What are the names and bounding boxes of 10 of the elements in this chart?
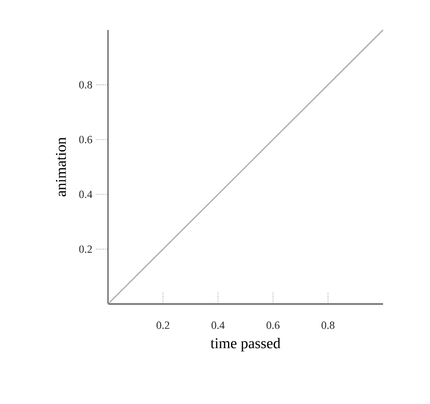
- y-tick-label: 0.2: [79, 245, 92, 253]
- x-axis-title: time passed: [210, 338, 280, 352]
- y-tick-label: 0.4: [79, 190, 92, 198]
- x-tick-label: 0.4: [212, 322, 225, 329]
- y-tick-label: 0.6: [79, 136, 92, 144]
- x-tick-label: 0.2: [156, 322, 170, 329]
- x-tick-label: 0.6: [266, 322, 280, 329]
- y-axis-title: animation: [56, 137, 66, 196]
- x-tick-label: 0.8: [322, 322, 334, 329]
- y-tick-label: 0.8: [79, 81, 92, 89]
